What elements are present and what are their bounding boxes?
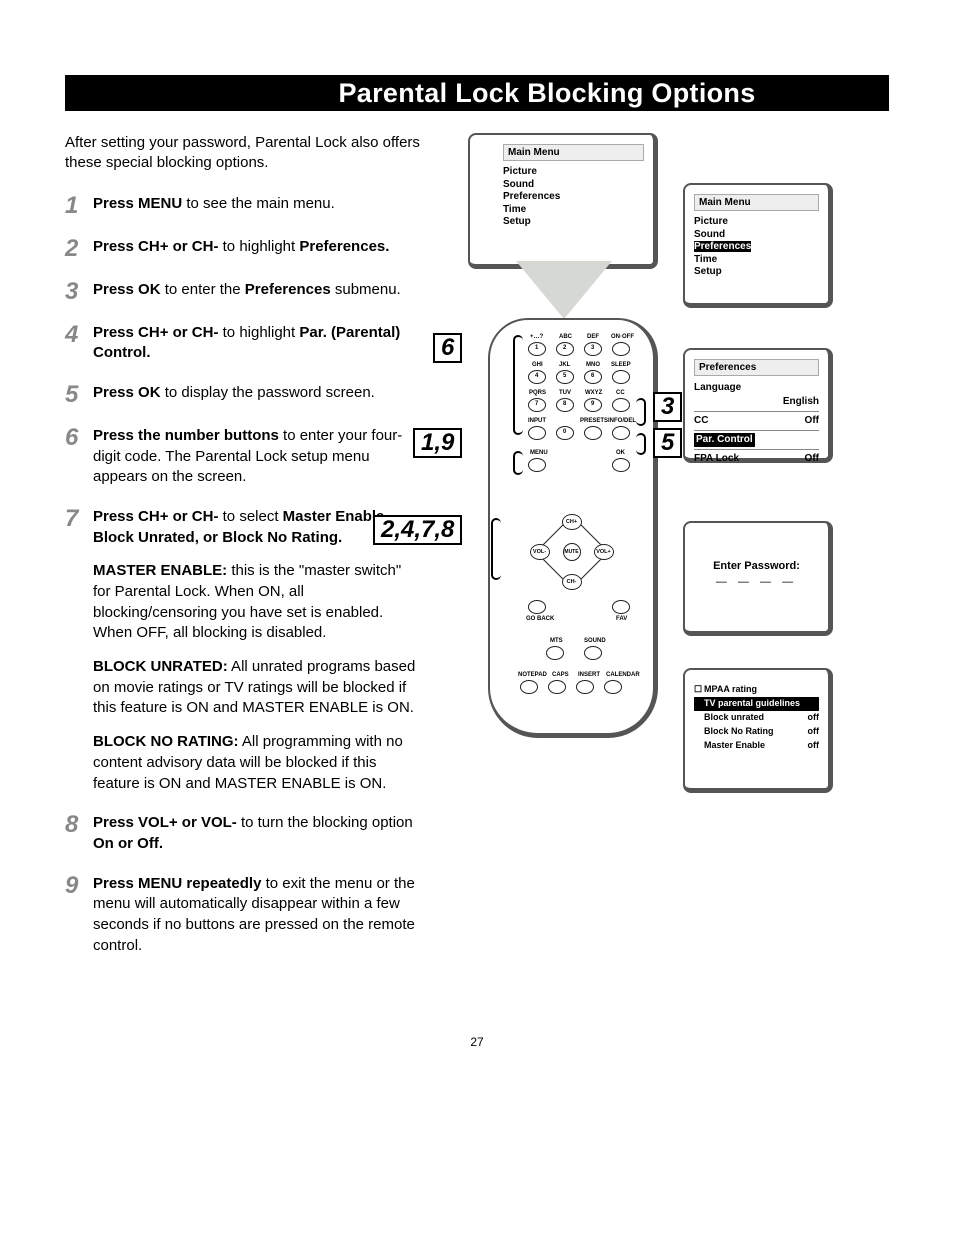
main-menu-screen-large: Main Menu Picture Sound Preferences Time…	[468, 133, 658, 269]
step-4: 4 Press CH+ or CH- to highlight Par. (Pa…	[65, 323, 420, 364]
step-1: 1 Press MENU to see the main menu.	[65, 194, 420, 218]
callout-1-9: 1,9	[413, 428, 462, 458]
callout-2-4-7-8: 2,4,7,8	[373, 515, 462, 545]
parental-options-screen: ☐MPAA rating ☐TV parental guidelines Blo…	[683, 668, 833, 793]
down-arrow-icon	[516, 261, 612, 319]
step-6: 6 Press the number buttons to enter your…	[65, 426, 420, 488]
page-number: 27	[65, 1035, 889, 1049]
step-5: 5 Press OK to display the password scree…	[65, 383, 420, 407]
callout-5: 5	[653, 428, 682, 458]
illustration-column: Main Menu Picture Sound Preferences Time…	[458, 133, 889, 853]
step-3: 3 Press OK to enter the Preferences subm…	[65, 280, 420, 304]
step-8: 8 Press VOL+ or VOL- to turn the blockin…	[65, 813, 420, 854]
step-9: 9 Press MENU repeatedly to exit the menu…	[65, 874, 420, 957]
step-2: 2 Press CH+ or CH- to highlight Preferen…	[65, 237, 420, 261]
title-bar: Parental Lock Blocking Options	[65, 75, 889, 111]
intro-text: After setting your password, Parental Lo…	[65, 133, 420, 174]
main-menu-screen-small: Main Menu Picture Sound Preferences Time…	[683, 183, 833, 308]
preferences-screen: Preferences Language English CCOff Par. …	[683, 348, 833, 463]
page-title: Parental Lock Blocking Options	[205, 78, 889, 109]
instructions-column: After setting your password, Parental Lo…	[65, 133, 420, 975]
step-7: 7 Press CH+ or CH- to select Master Enab…	[65, 507, 420, 794]
callout-3: 3	[653, 392, 682, 422]
callout-6: 6	[433, 333, 462, 363]
password-screen: Enter Password: — — — —	[683, 521, 833, 636]
